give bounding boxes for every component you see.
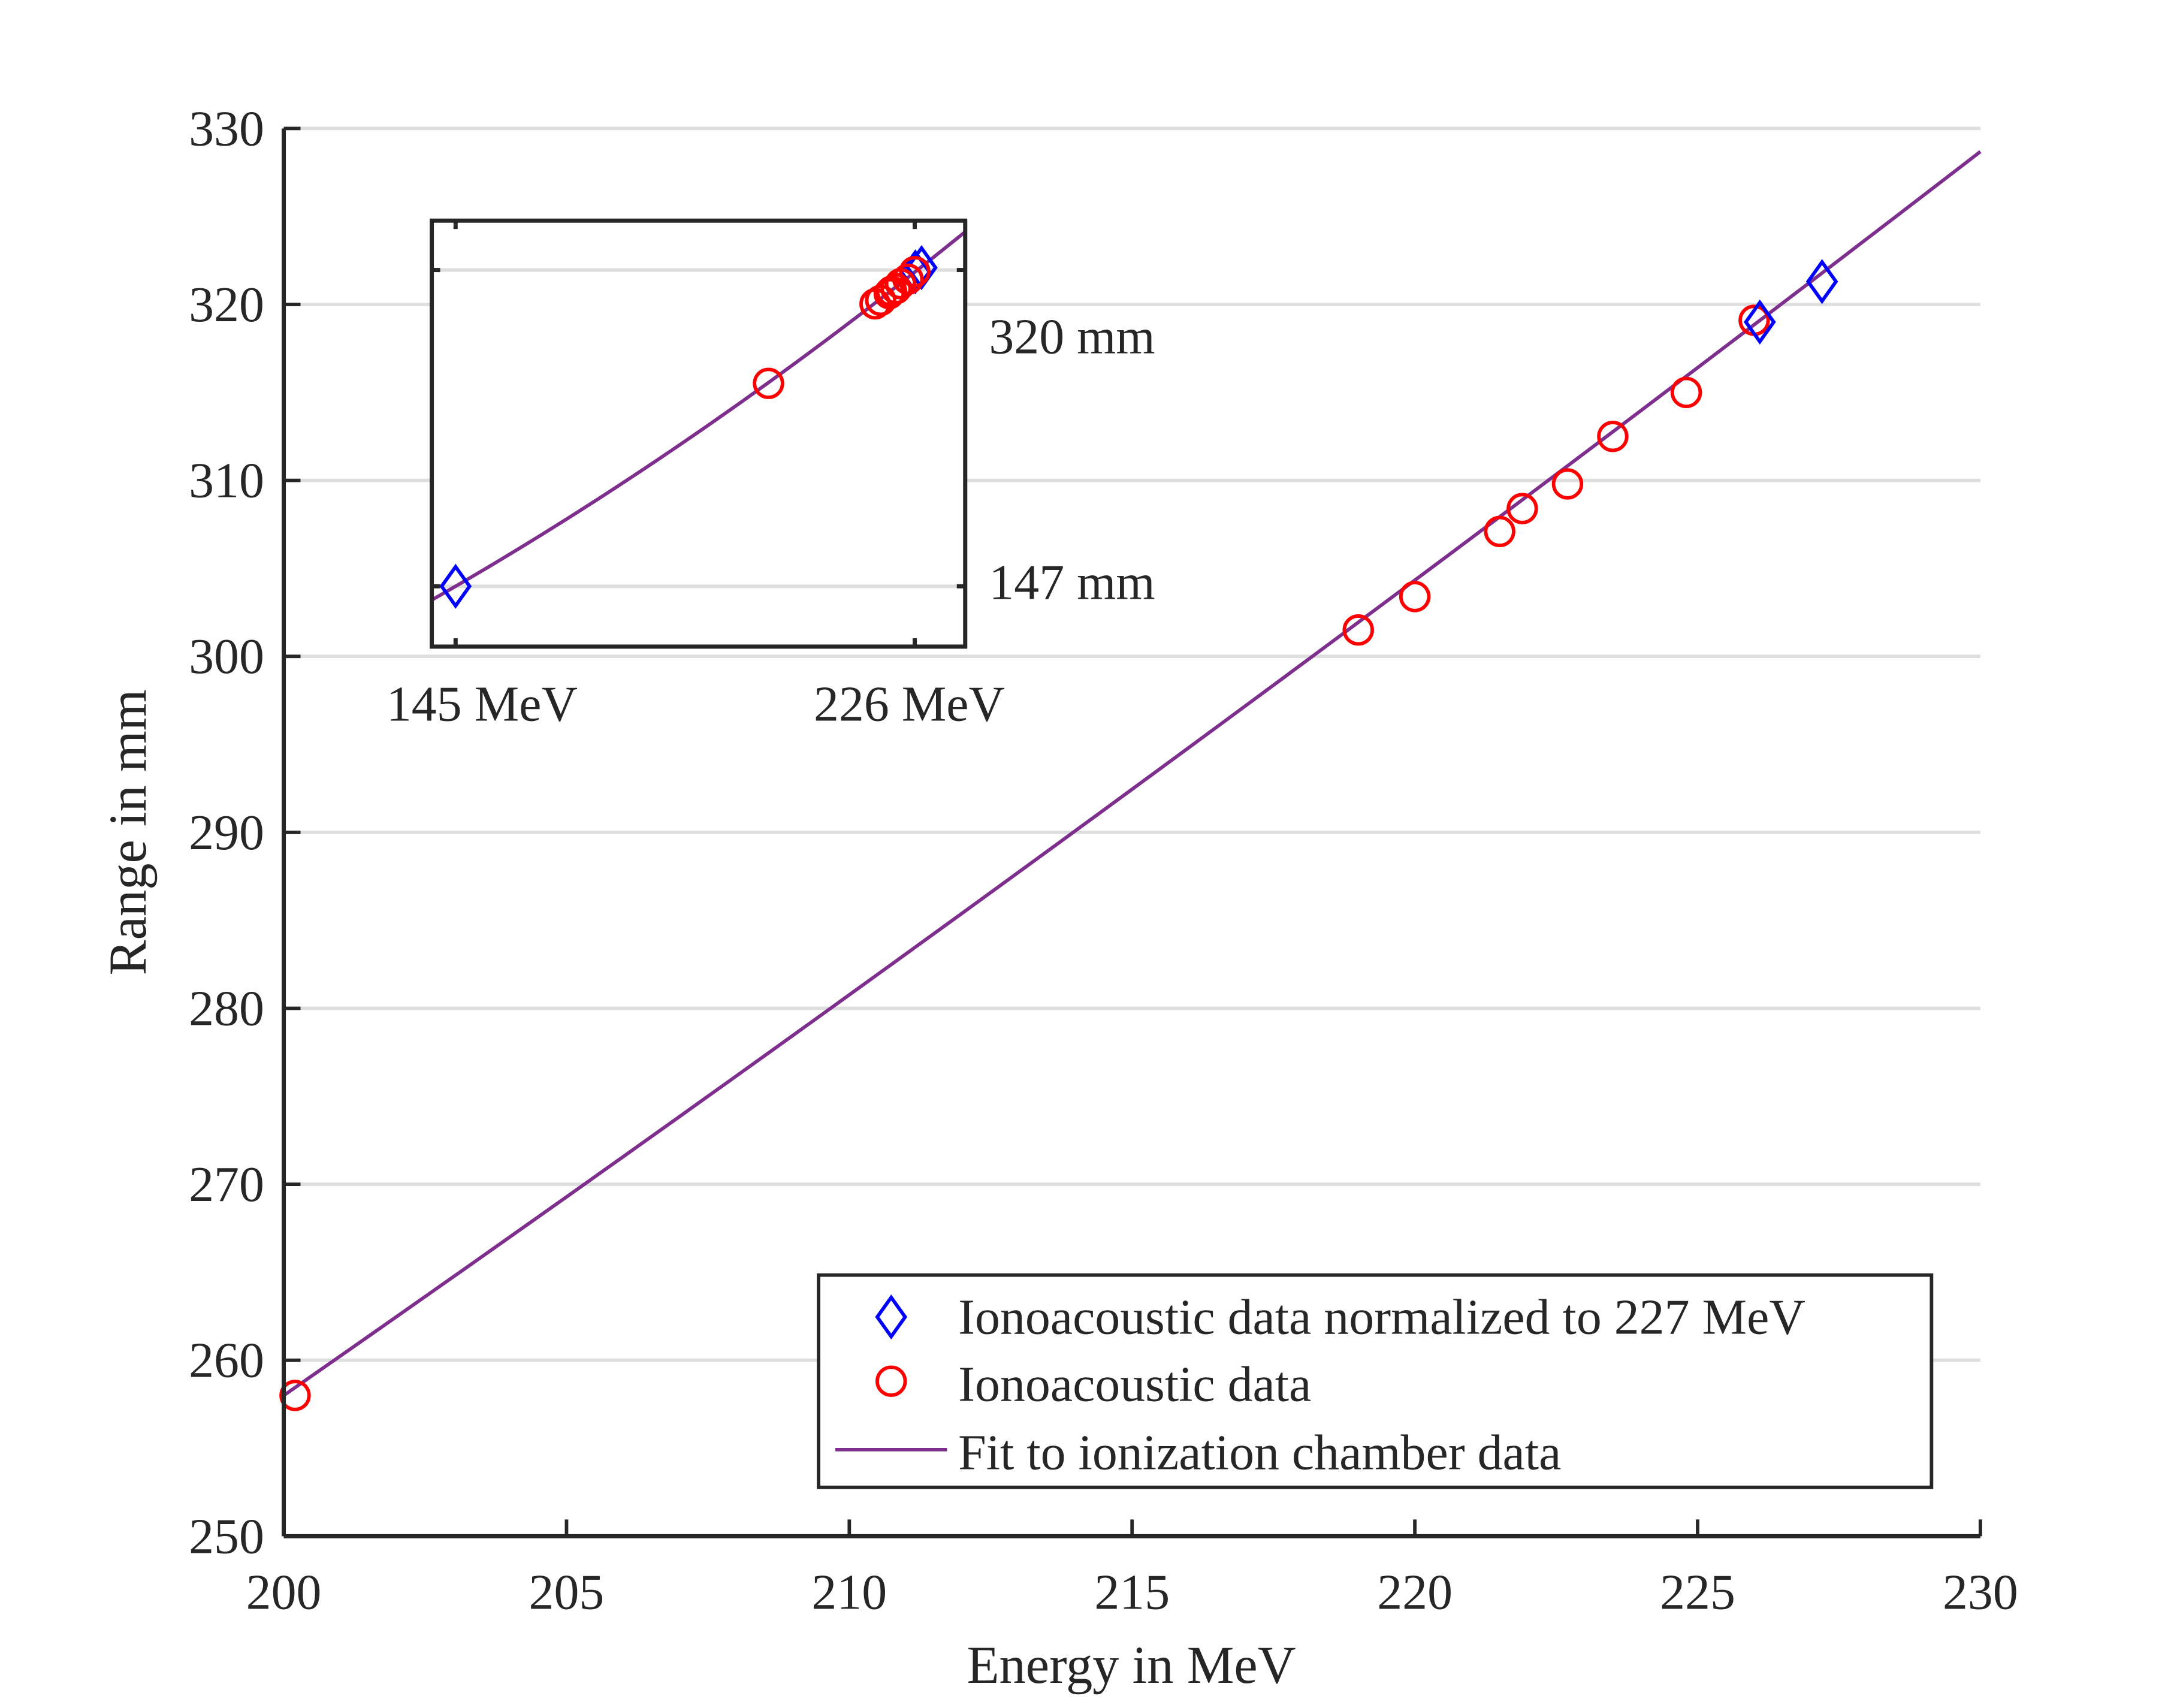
legend-label: Ionoacoustic data bbox=[958, 1356, 1311, 1412]
inset-xtick-label: 226 MeV bbox=[814, 676, 1005, 732]
circle-point bbox=[1670, 376, 1702, 409]
inset-ticks bbox=[431, 221, 965, 647]
y-tick-label: 250 bbox=[189, 1508, 264, 1564]
inset-diamond-point bbox=[905, 245, 938, 291]
y-tick-label: 310 bbox=[189, 453, 264, 509]
inset-xtick-label: 145 MeV bbox=[387, 676, 578, 732]
x-tick-label: 205 bbox=[529, 1565, 605, 1621]
y-tick-label: 260 bbox=[189, 1333, 264, 1389]
diamond-point bbox=[1743, 299, 1776, 345]
y-tick-label: 320 bbox=[189, 277, 264, 333]
legend-label: Ionoacoustic data normalized to 227 MeV bbox=[958, 1289, 1805, 1345]
diamond-point bbox=[1805, 259, 1838, 304]
legend: Ionoacoustic data normalized to 227 MeV … bbox=[817, 1273, 1934, 1489]
y-tick-label: 300 bbox=[189, 629, 264, 684]
fit-curve bbox=[282, 150, 1982, 1397]
circle-point bbox=[1342, 614, 1374, 646]
y-tick-label: 330 bbox=[189, 101, 264, 156]
x-tick-label: 215 bbox=[1094, 1565, 1170, 1621]
x-tick-label: 220 bbox=[1377, 1565, 1453, 1621]
inset-grid-lines bbox=[431, 268, 965, 589]
circle-point bbox=[1506, 493, 1538, 524]
legend-label: Fit to ionization chamber data bbox=[958, 1425, 1561, 1481]
circle-point bbox=[1399, 581, 1431, 612]
circle-point bbox=[279, 1380, 311, 1411]
data-points bbox=[279, 259, 1838, 1411]
inset-diamond-point bbox=[439, 563, 472, 609]
circle-point bbox=[1551, 468, 1584, 500]
x-tick-label: 210 bbox=[811, 1565, 887, 1621]
circle-point bbox=[1597, 421, 1629, 452]
tick-labels: 250 260 270 280 290 300 310 320 330 200 205 210 215 2… bbox=[189, 101, 2018, 1620]
y-tick-label: 270 bbox=[189, 1157, 264, 1212]
x-tick-label: 200 bbox=[246, 1565, 322, 1621]
y-axis-label: Range in mm bbox=[99, 689, 158, 975]
inset-circle-point bbox=[753, 367, 784, 399]
y-tick-label: 290 bbox=[189, 805, 264, 861]
axes bbox=[282, 126, 1982, 1538]
inset-ytick-label: 147 mm bbox=[989, 555, 1155, 611]
inset-circle-point bbox=[899, 256, 931, 288]
x-tick-label: 230 bbox=[1943, 1565, 2018, 1621]
inset-ytick-label: 320 mm bbox=[989, 309, 1155, 365]
fit-line bbox=[282, 150, 1982, 1397]
legend-circle-icon bbox=[875, 1365, 907, 1397]
x-axis-label: Energy in MeV bbox=[967, 1636, 1296, 1695]
inset-plot: 145 MeV 226 MeV 320 mm 147 mm bbox=[387, 218, 1155, 732]
x-tick-label: 225 bbox=[1660, 1565, 1735, 1621]
legend-diamond-icon bbox=[875, 1294, 908, 1340]
circle-point bbox=[1484, 515, 1515, 548]
legend-box bbox=[817, 1273, 1934, 1489]
inset-data-points bbox=[439, 245, 938, 609]
inset-frame bbox=[430, 218, 968, 649]
y-tick-label: 280 bbox=[189, 980, 264, 1036]
inset-circle-point bbox=[892, 263, 924, 295]
